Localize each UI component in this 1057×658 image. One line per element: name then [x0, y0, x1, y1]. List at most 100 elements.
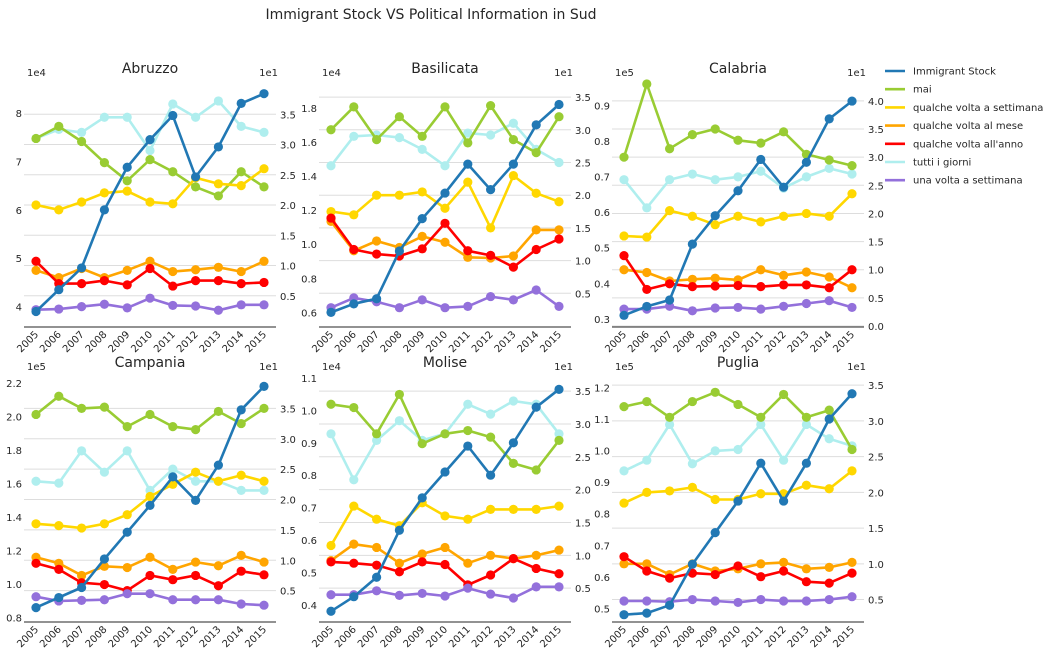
x-tick-label: 2006 — [38, 624, 64, 650]
data-point — [77, 523, 87, 533]
data-point — [508, 170, 518, 181]
data-point — [486, 432, 496, 442]
data-point — [440, 511, 450, 521]
data-point — [619, 231, 629, 241]
series-line — [35, 449, 264, 492]
data-point — [191, 495, 201, 505]
y-right-tick-label: 1.0 — [868, 560, 884, 571]
data-point — [191, 476, 201, 486]
data-point — [642, 487, 652, 497]
data-point — [665, 206, 675, 216]
y-right-tick-label: 2.0 — [575, 191, 591, 202]
data-point — [531, 550, 541, 560]
data-point — [236, 121, 246, 131]
data-point — [486, 185, 496, 195]
series-una-volta-a-settimana — [326, 285, 564, 313]
data-point — [259, 381, 269, 391]
data-point — [554, 234, 564, 244]
y-right-tick-label: 3.0 — [280, 141, 296, 152]
y-left-tick-label: 1.2 — [301, 206, 317, 217]
y-left-tick-label: 1.4 — [301, 172, 317, 183]
data-point — [417, 214, 427, 224]
data-point — [508, 134, 518, 145]
data-point — [31, 558, 41, 568]
series-immigrant-stock — [31, 381, 269, 613]
data-point — [372, 134, 382, 145]
data-point — [77, 127, 87, 137]
data-point — [213, 262, 223, 272]
data-point — [213, 561, 223, 571]
data-point — [440, 559, 450, 570]
data-point — [486, 589, 496, 599]
data-point — [122, 280, 132, 290]
right-axis-offset: 1e1 — [554, 68, 573, 79]
series-line — [329, 501, 560, 547]
data-point — [31, 265, 41, 275]
data-point — [554, 435, 564, 445]
y-left-tick-label: 0.5 — [301, 568, 317, 579]
data-point — [417, 549, 427, 559]
y-left-tick-label: 0.5 — [594, 244, 610, 255]
data-point — [486, 100, 496, 111]
y-left-tick-label: 1.0 — [6, 580, 22, 591]
data-point — [326, 307, 336, 317]
data-point — [440, 218, 450, 228]
legend-entry: qualche volta a settimana — [885, 103, 1043, 114]
x-tick-label: 2014 — [221, 329, 247, 355]
data-point — [145, 491, 155, 502]
data-point — [756, 458, 766, 468]
x-tick-label: 2009 — [402, 329, 428, 355]
data-point — [372, 542, 382, 553]
data-point — [687, 211, 698, 221]
x-tick-label: 2005 — [15, 624, 41, 650]
data-point — [168, 595, 178, 605]
y-right-tick-label: 1.0 — [280, 262, 296, 273]
data-point — [554, 157, 564, 168]
y-left-tick-label: 0.8 — [594, 510, 610, 521]
data-point — [440, 203, 450, 213]
data-point — [508, 438, 518, 448]
x-tick-label: 2009 — [695, 624, 721, 650]
y-left-tick-label: 0.5 — [594, 604, 610, 615]
y-right-tick-label: 1.5 — [868, 238, 884, 249]
data-point — [145, 570, 155, 581]
data-point — [733, 597, 743, 608]
data-point — [619, 175, 629, 185]
series-qualche-volta-a-settimana — [31, 467, 269, 533]
data-point — [847, 96, 857, 106]
data-point — [756, 265, 766, 275]
data-point — [531, 120, 541, 130]
y-left-tick-label: 1.0 — [594, 447, 610, 458]
data-point — [687, 559, 698, 569]
data-point — [145, 263, 155, 274]
x-tick-label: 2006 — [333, 329, 359, 355]
data-point — [326, 429, 336, 439]
data-point — [99, 519, 109, 529]
x-tick-label: 2015 — [538, 329, 564, 355]
series-tutti-i-giorni — [31, 96, 269, 156]
data-point — [847, 283, 857, 293]
y-right-tick-label: 1.5 — [575, 224, 591, 235]
panel-title: Abruzzo — [122, 61, 178, 77]
data-point — [710, 569, 720, 580]
data-point — [168, 464, 178, 474]
data-point — [531, 582, 541, 592]
data-point — [394, 558, 404, 568]
left-axis-offset: 1e5 — [27, 362, 46, 373]
data-point — [440, 303, 450, 313]
data-point — [372, 190, 382, 200]
data-point — [687, 239, 698, 249]
data-point — [440, 542, 450, 553]
data-point — [394, 590, 404, 600]
data-point — [213, 305, 223, 315]
data-point — [824, 296, 834, 306]
data-point — [801, 298, 812, 309]
series-una-volta-a-settimana — [31, 293, 269, 315]
data-point — [417, 439, 427, 449]
data-point — [372, 514, 382, 524]
y-left-tick-label: 0.8 — [6, 614, 22, 625]
data-point — [779, 596, 789, 606]
data-point — [145, 589, 155, 599]
data-point — [440, 467, 450, 477]
data-point — [349, 402, 359, 413]
